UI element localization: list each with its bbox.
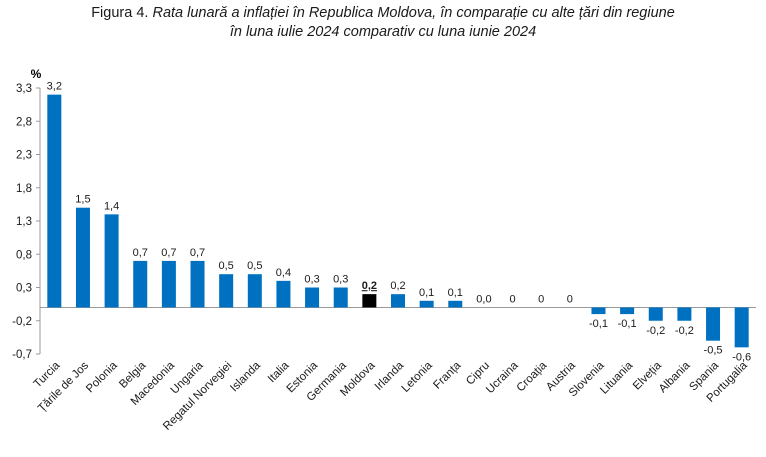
data-label: -0,2 xyxy=(646,325,665,337)
data-label: 0,2 xyxy=(390,280,405,292)
bar-letonia xyxy=(419,300,434,308)
bar-spania xyxy=(706,307,721,341)
y-axis-unit-label: % xyxy=(31,67,42,81)
figure-title-line-1: Figura 4. Rata lunară a inflației în Rep… xyxy=(0,4,766,23)
category-label: Ucraina xyxy=(484,359,521,396)
figure-subtitle: în luna iulie 2024 comparativ cu luna iu… xyxy=(229,24,537,40)
bar-lituania xyxy=(620,307,635,315)
bar-turcia xyxy=(47,94,62,308)
category-label: Croația xyxy=(515,359,550,394)
bar-belgia xyxy=(133,260,148,308)
bar-regatul-norvegiei xyxy=(219,274,234,308)
data-label: -0,2 xyxy=(675,325,694,337)
bar-franța xyxy=(448,300,463,308)
data-label: 0,7 xyxy=(133,247,148,259)
bar-slovenia xyxy=(591,307,606,315)
data-label: 0,1 xyxy=(448,287,463,299)
category-label: Franța xyxy=(431,359,463,391)
category-label: Albania xyxy=(657,359,693,395)
y-tick-label: -0,7 xyxy=(12,349,32,361)
data-label: -0,1 xyxy=(618,318,637,330)
data-label: 0,7 xyxy=(161,247,176,259)
category-label: Islanda xyxy=(228,359,263,394)
bar-irlanda xyxy=(391,294,405,308)
y-tick-label: -0,2 xyxy=(12,316,32,328)
data-label: 0,5 xyxy=(247,260,262,272)
data-label: 3,2 xyxy=(47,81,62,93)
data-label: -0,6 xyxy=(732,351,751,363)
y-tick-label: 1,3 xyxy=(16,216,32,228)
y-tick-label: 1,8 xyxy=(16,183,32,195)
y-tick-label: 0,3 xyxy=(16,283,32,295)
data-label: -0,5 xyxy=(704,345,723,357)
data-label: 1,4 xyxy=(104,200,119,212)
bars-group xyxy=(47,94,749,348)
figure-title-text: Rata lunară a inflației în Republica Mol… xyxy=(152,5,675,21)
bar-macedonia xyxy=(161,260,176,308)
category-label: Polonia xyxy=(84,359,120,395)
bar-albania xyxy=(677,307,692,321)
data-label: 0,0 xyxy=(476,293,491,305)
bar-țările-de-jos xyxy=(75,207,90,308)
category-label: Țările de Jos xyxy=(36,359,91,414)
data-label: 0,4 xyxy=(276,267,291,279)
y-tick-label: 3,3 xyxy=(16,83,32,95)
data-label: 0,3 xyxy=(304,274,319,286)
y-tick-label: 0,8 xyxy=(16,249,32,261)
y-tick-label: 2,8 xyxy=(16,116,32,128)
figure-number: Figura 4. xyxy=(91,5,149,21)
bar-italia xyxy=(276,280,291,308)
figure-title: Figura 4. Rata lunară a inflației în Rep… xyxy=(0,4,766,42)
bar-ungaria xyxy=(190,260,205,308)
bar-portugalia xyxy=(734,307,749,348)
bar-estonia xyxy=(305,287,320,308)
data-label: 0,3 xyxy=(333,274,348,286)
bar-polonia xyxy=(104,214,119,308)
bar-moldova xyxy=(362,294,377,308)
y-axis: -0,7 -0,2 0,3 0,8 1,3 1,8 2,3 2,8 3,3 xyxy=(12,83,756,361)
data-label: -0,1 xyxy=(589,318,608,330)
category-label: Lituania xyxy=(598,359,635,396)
data-label: 1,5 xyxy=(75,194,90,206)
y-tick-label: 2,3 xyxy=(16,150,32,162)
category-label: Letonia xyxy=(400,359,436,395)
data-label: 0,7 xyxy=(190,247,205,259)
bar-germania xyxy=(333,287,348,308)
data-label: 0 xyxy=(509,293,515,305)
data-label: 0,5 xyxy=(219,260,234,272)
data-label: 0 xyxy=(538,293,544,305)
category-label: Italia xyxy=(266,359,292,385)
data-label: 0 xyxy=(567,293,573,305)
value-labels-group: 3,2 1,5 1,4 0,7 0,7 0,7 0,5 0,5 0,4 0,3 0,3 0,2 0,2 0… xyxy=(47,81,751,364)
data-label: 0,1 xyxy=(419,287,434,299)
bar-elveția xyxy=(648,307,663,321)
data-label: 0,2 xyxy=(362,280,377,292)
bar-islanda xyxy=(247,274,262,308)
